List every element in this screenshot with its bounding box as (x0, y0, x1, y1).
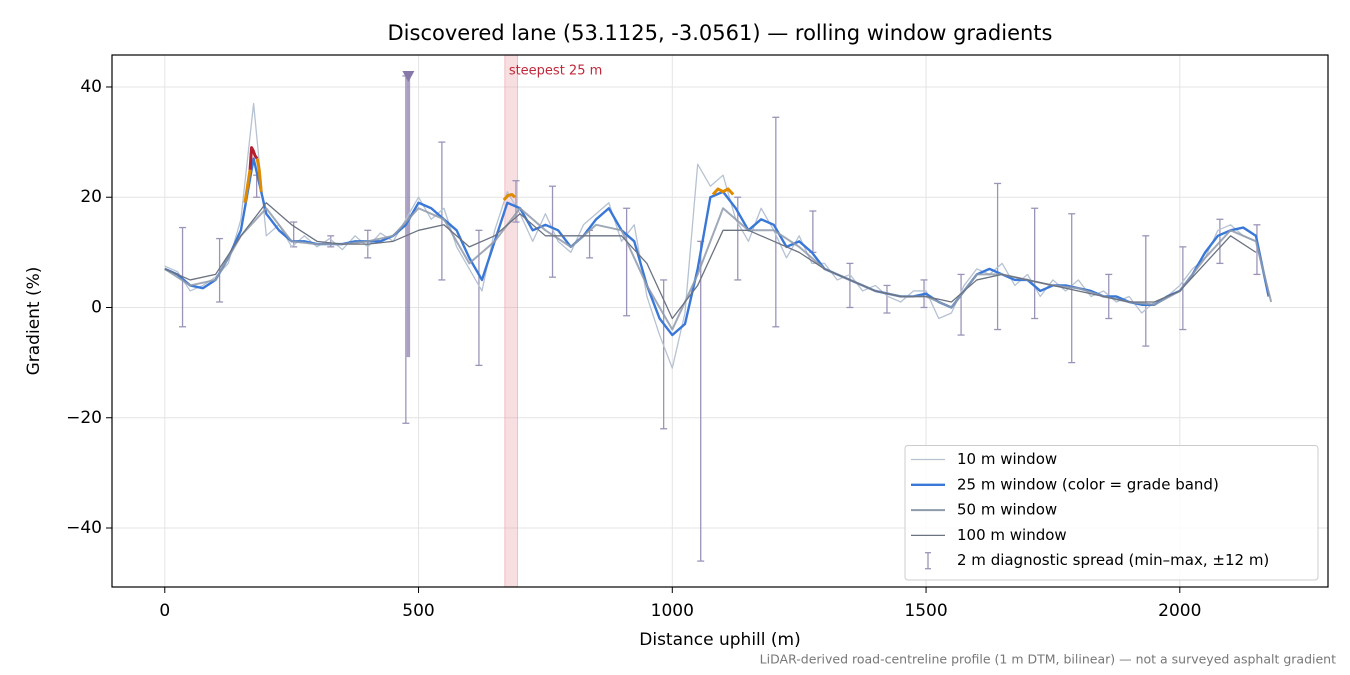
x-tick-label: 0 (159, 601, 170, 621)
x-tick-label: 1500 (904, 601, 947, 621)
y-tick-label: 40 (80, 77, 102, 97)
error-bar (883, 284, 891, 314)
y-tick-label: 0 (91, 297, 102, 317)
band-label: steepest 25 m (509, 64, 602, 79)
grade-highlight (248, 146, 259, 170)
x-axis-label: Distance uphill (m) (639, 630, 800, 650)
error-bar (1253, 224, 1261, 276)
grade-highlight (711, 187, 735, 196)
spike-marker (402, 70, 415, 82)
error-bar (660, 279, 668, 430)
y-tick-label: −40 (66, 518, 102, 538)
error-bar (438, 141, 446, 281)
error-bar (549, 185, 557, 278)
series-line (164, 202, 1257, 320)
legend-box (904, 445, 1319, 581)
error-bar (846, 262, 854, 309)
y-axis-label: Gradient (%) (24, 267, 44, 376)
error-bar (1142, 235, 1150, 347)
error-bar (623, 207, 631, 317)
footnote: LiDAR-derived road-centreline profile (1… (760, 652, 1336, 667)
legend-label: 2 m diagnostic spread (min–max, ±12 m) (957, 551, 1269, 569)
error-bar (772, 116, 780, 328)
x-tick-label: 2000 (1158, 601, 1201, 621)
legend-label: 100 m window (957, 526, 1067, 544)
chart-title: Discovered lane (53.1125, -3.0561) — rol… (388, 21, 1053, 45)
x-tick-label: 500 (402, 601, 434, 621)
steepest-band (504, 55, 519, 587)
legend-label: 25 m window (color = grade band) (957, 475, 1219, 493)
error-bar (475, 229, 483, 367)
plot-area (164, 55, 1273, 587)
grade-highlight (243, 169, 252, 203)
error-bar (957, 273, 965, 336)
grade-highlight (255, 158, 263, 192)
x-tick-label: 1000 (651, 601, 694, 621)
plot-frame (111, 54, 1329, 588)
error-bar (994, 182, 1002, 331)
y-tick-label: 20 (80, 187, 102, 207)
grade-highlight (502, 192, 516, 202)
series-line (164, 207, 1273, 331)
error-bar (216, 237, 224, 303)
legend-label: 50 m window (957, 501, 1057, 519)
legend-label: 10 m window (957, 450, 1057, 468)
error-bar (1031, 207, 1039, 320)
y-tick-label: −20 (66, 408, 102, 428)
